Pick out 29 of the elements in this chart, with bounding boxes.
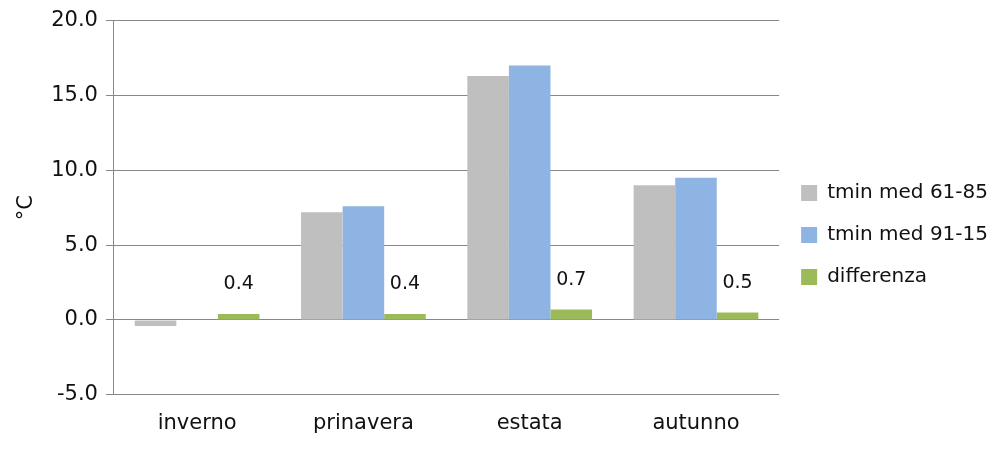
bar bbox=[550, 309, 593, 320]
y-tick-label: 15.0 bbox=[51, 81, 98, 106]
data-label: 0.7 bbox=[556, 266, 587, 289]
x-tick-label: inverno bbox=[157, 409, 237, 434]
data-label: 0.5 bbox=[722, 269, 753, 292]
bar bbox=[301, 212, 343, 320]
bar bbox=[134, 320, 177, 326]
bar bbox=[675, 177, 717, 320]
bar bbox=[716, 312, 759, 320]
bar bbox=[217, 313, 260, 320]
y-tick-label: -5.0 bbox=[56, 381, 98, 406]
legend-label: tmin med 91-15 bbox=[827, 221, 989, 246]
x-tick-label: autunno bbox=[652, 409, 740, 434]
y-tick-label: 0.0 bbox=[64, 306, 98, 331]
y-tick-label: 10.0 bbox=[51, 156, 98, 181]
data-label: 0.4 bbox=[223, 271, 254, 294]
x-tick-label: prinavera bbox=[312, 409, 414, 434]
bar bbox=[508, 65, 551, 320]
bar bbox=[467, 75, 509, 320]
data-label: 0.4 bbox=[389, 271, 421, 294]
legend-label: differenza bbox=[827, 263, 927, 288]
y-tick-label: 20.0 bbox=[51, 7, 98, 32]
y-axis-title: °C bbox=[13, 195, 38, 221]
x-tick-label: estata bbox=[496, 409, 563, 434]
bar bbox=[342, 206, 385, 320]
bar bbox=[633, 185, 676, 320]
y-tick-label: 5.0 bbox=[64, 231, 98, 256]
bar bbox=[384, 313, 426, 320]
legend-label: tmin med 61-85 bbox=[827, 179, 989, 204]
